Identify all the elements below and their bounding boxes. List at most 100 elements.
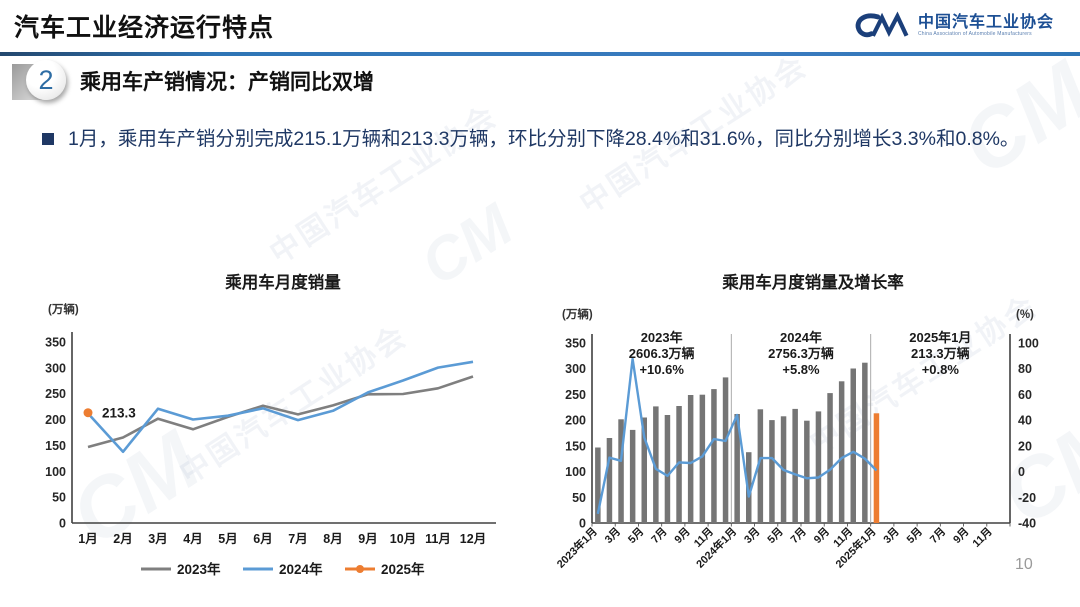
right-y-tick-label: -40 bbox=[1018, 517, 1036, 531]
annotation-line: 2025年1月 bbox=[909, 330, 971, 345]
page-number: 10 bbox=[1015, 556, 1033, 573]
x-tick-label: 10月 bbox=[390, 532, 416, 546]
left-y-tick-label: 300 bbox=[565, 362, 586, 376]
y-tick-label: 50 bbox=[52, 491, 66, 505]
left-y-tick-label: 250 bbox=[565, 388, 586, 402]
legend-marker-dot bbox=[356, 565, 364, 573]
chart-title: 乘用车月度销量 bbox=[224, 272, 341, 292]
x-tick-label: 8月 bbox=[323, 532, 342, 546]
bar bbox=[792, 408, 798, 523]
bars-group bbox=[595, 362, 880, 523]
logo-name-cn: 中国汽车工业协会 bbox=[917, 14, 1054, 32]
left-y-tick-label: 50 bbox=[572, 491, 586, 505]
section-number-badge: 2 bbox=[26, 60, 66, 100]
bar bbox=[641, 417, 647, 523]
bar bbox=[595, 447, 601, 523]
x-tick-label: 3月 bbox=[148, 532, 167, 546]
bar bbox=[629, 429, 636, 523]
x-tick-label: 1月 bbox=[78, 532, 97, 546]
x-tick-label: 2月 bbox=[113, 532, 132, 546]
x-tick-label: 5月 bbox=[904, 525, 925, 546]
section-heading: 乘用车产销情况：产销同比双增 bbox=[80, 71, 374, 94]
y-tick-label: 200 bbox=[45, 413, 66, 427]
right-y-tick-label: -20 bbox=[1018, 491, 1036, 505]
bar bbox=[618, 419, 624, 523]
legend-label: 2023年 bbox=[177, 561, 221, 577]
bar bbox=[722, 377, 729, 523]
bar bbox=[653, 406, 659, 523]
y-tick-label: 100 bbox=[45, 465, 66, 479]
x-tick-label: 2023年1月 bbox=[554, 524, 600, 570]
x-tick-label: 7月 bbox=[649, 525, 670, 546]
growth-line bbox=[596, 357, 878, 515]
annotation-line: 2023年 bbox=[641, 330, 683, 345]
annotation-line: +5.8% bbox=[782, 362, 820, 377]
x-tick-label: 3月 bbox=[602, 525, 623, 546]
bullet-text: 1月，乘用车产销分别完成215.1万辆和213.3万辆，环比分别下降28.4%和… bbox=[68, 128, 1020, 150]
y-tick-label: 250 bbox=[45, 387, 66, 401]
bar bbox=[815, 411, 822, 523]
legend-item-2024年: 2024年 bbox=[243, 561, 323, 577]
y-tick-label: 0 bbox=[59, 517, 66, 531]
x-tick-label: 11月 bbox=[425, 532, 451, 546]
legend-item-2023年: 2023年 bbox=[141, 561, 221, 577]
left-y-tick-label: 200 bbox=[565, 414, 586, 428]
right-y-tick-label: 60 bbox=[1018, 388, 1032, 402]
x-tick-label: 12月 bbox=[460, 532, 486, 546]
caam-logo-icon bbox=[855, 11, 909, 38]
annotation-line: 213.3万辆 bbox=[911, 346, 970, 361]
x-tick-label: 5月 bbox=[625, 525, 646, 546]
y-tick-label: 350 bbox=[45, 336, 66, 350]
x-tick-label: 5月 bbox=[218, 532, 237, 546]
bullet-row: 1月，乘用车产销分别完成215.1万辆和213.3万辆，环比分别下降28.4%和… bbox=[42, 124, 1037, 154]
bar bbox=[827, 393, 833, 523]
x-tick-label: 9月 bbox=[672, 525, 693, 546]
watermark-logo: CM bbox=[944, 43, 1080, 194]
x-tick-label: 7月 bbox=[788, 525, 809, 546]
right-y-tick-label: 0 bbox=[1018, 465, 1025, 479]
x-tick-label: 3月 bbox=[881, 525, 902, 546]
right-y-tick-label: 80 bbox=[1018, 362, 1032, 376]
bar bbox=[769, 420, 775, 523]
bar bbox=[734, 414, 740, 523]
x-tick-label: 7月 bbox=[288, 532, 307, 546]
left-y-tick-label: 0 bbox=[579, 517, 586, 531]
bar bbox=[676, 406, 682, 523]
bar bbox=[804, 420, 810, 523]
bar bbox=[862, 362, 868, 523]
legend-label: 2024年 bbox=[279, 561, 323, 577]
bar bbox=[838, 381, 845, 523]
right-axis-unit: (%) bbox=[1016, 309, 1034, 321]
legend-label: 2025年 bbox=[381, 561, 425, 577]
left-axis-unit: (万辆) bbox=[562, 307, 593, 321]
sales-growth-combo-chart: 乘用车月度销量及增长率(万辆) (%)050100150200250300350-… bbox=[554, 272, 1039, 571]
bar bbox=[711, 389, 717, 523]
x-tick-label: 7月 bbox=[927, 525, 948, 546]
y-tick-label: 150 bbox=[45, 439, 66, 453]
bar bbox=[606, 438, 613, 523]
annotation-line: 2756.3万辆 bbox=[768, 346, 834, 361]
bar bbox=[757, 409, 764, 523]
data-label: 213.3 bbox=[102, 406, 136, 421]
x-tick-label: 9月 bbox=[950, 525, 971, 546]
legend-item-2025年: 2025年 bbox=[345, 561, 425, 577]
bar bbox=[746, 452, 752, 523]
caam-logo: 中国汽车工业协会 China Association of Automobile… bbox=[854, 8, 1054, 44]
annotation-line: 2024年 bbox=[780, 330, 822, 345]
x-tick-label: 3月 bbox=[741, 525, 762, 546]
series-line-2024年 bbox=[87, 360, 474, 454]
x-tick-label: 6月 bbox=[253, 532, 272, 546]
left-y-tick-label: 350 bbox=[565, 337, 586, 351]
right-y-tick-label: 20 bbox=[1018, 439, 1032, 453]
page-title: 汽车工业经济运行特点 bbox=[14, 14, 275, 42]
right-y-tick-label: 100 bbox=[1018, 337, 1039, 351]
y-axis-unit: (万辆) bbox=[48, 302, 79, 316]
header-divider bbox=[0, 52, 1080, 56]
x-tick-label: 4月 bbox=[183, 532, 202, 546]
y-tick-label: 300 bbox=[45, 361, 66, 375]
x-tick-label: 11月 bbox=[970, 525, 995, 550]
right-y-tick-label: 40 bbox=[1018, 414, 1032, 428]
logo-name-en: China Association of Automobile Manufact… bbox=[917, 31, 1032, 38]
series-line-2023年 bbox=[87, 375, 474, 449]
